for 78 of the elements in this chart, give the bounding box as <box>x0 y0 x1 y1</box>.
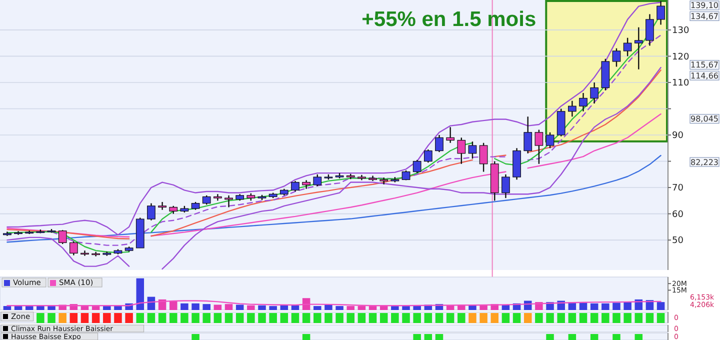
bar <box>391 306 399 310</box>
bar <box>324 304 332 310</box>
candlestick <box>534 129 544 164</box>
y-tick-label: 60 <box>672 210 684 220</box>
candlestick <box>568 100 576 118</box>
annotation: +55% en 1.5 mois <box>362 8 536 31</box>
candlestick <box>291 180 300 192</box>
candlestick <box>656 0 665 26</box>
y-tick-label: 90 <box>672 131 684 142</box>
candlestick <box>424 148 432 164</box>
bar <box>368 306 377 310</box>
candlestick <box>590 82 599 104</box>
bar <box>114 305 122 310</box>
bar <box>602 303 610 310</box>
candlestick <box>646 14 654 46</box>
line-series <box>6 154 662 243</box>
candlestick <box>80 250 89 256</box>
bar <box>3 306 12 310</box>
bar <box>92 306 100 310</box>
bar <box>103 306 111 310</box>
candlestick <box>468 140 477 160</box>
y-tick-label: 110 <box>672 78 690 89</box>
bar <box>402 306 410 310</box>
bar <box>247 305 255 310</box>
y-tick-label: 120 <box>672 52 690 62</box>
candlestick <box>457 137 466 164</box>
bar <box>590 303 598 310</box>
candlestick <box>147 202 156 221</box>
candlestick <box>479 142 488 172</box>
candlestick <box>634 26 643 70</box>
bar <box>258 305 266 310</box>
bar <box>468 305 476 310</box>
candlestick <box>556 108 566 137</box>
candlestick <box>412 159 422 174</box>
y-tick-label: 130 <box>672 26 690 36</box>
candlestick <box>502 174 510 199</box>
text: 139,10 <box>690 1 718 10</box>
candlestick <box>158 201 166 210</box>
bar <box>180 303 188 310</box>
bar <box>202 304 210 310</box>
bar <box>192 303 200 310</box>
bar <box>269 306 277 310</box>
text: 134,67 <box>690 12 718 21</box>
text: 98,045 <box>690 114 718 124</box>
bar <box>214 304 222 310</box>
candlestick <box>224 194 233 208</box>
bar <box>579 302 588 310</box>
text: 114,66 <box>690 71 718 80</box>
candlestick <box>623 37 632 57</box>
text: 82,223 <box>690 158 718 167</box>
bar <box>656 302 665 310</box>
bar <box>413 305 421 310</box>
candlestick <box>202 194 211 206</box>
bar <box>224 304 233 310</box>
candlestick <box>579 92 588 112</box>
bar <box>458 305 466 310</box>
candlestick <box>546 132 554 149</box>
bar <box>314 306 322 310</box>
bar <box>48 306 56 310</box>
bar <box>336 306 344 310</box>
bar <box>346 306 354 310</box>
bar <box>612 302 620 310</box>
candlestick <box>435 134 444 153</box>
bar <box>624 302 632 310</box>
bar <box>358 306 366 310</box>
candlestick <box>69 240 78 256</box>
text: 115,67 <box>690 60 718 70</box>
bar <box>236 304 244 310</box>
candlestick <box>524 116 532 154</box>
candlestick <box>58 229 67 245</box>
bar <box>25 306 34 310</box>
bar <box>136 278 144 310</box>
candlestick <box>313 174 322 187</box>
candlestick <box>612 48 621 68</box>
y-tick-label: 70 <box>672 184 684 194</box>
bar <box>291 305 300 310</box>
candlestick <box>446 126 454 144</box>
y-tick-label: 50 <box>672 236 684 246</box>
